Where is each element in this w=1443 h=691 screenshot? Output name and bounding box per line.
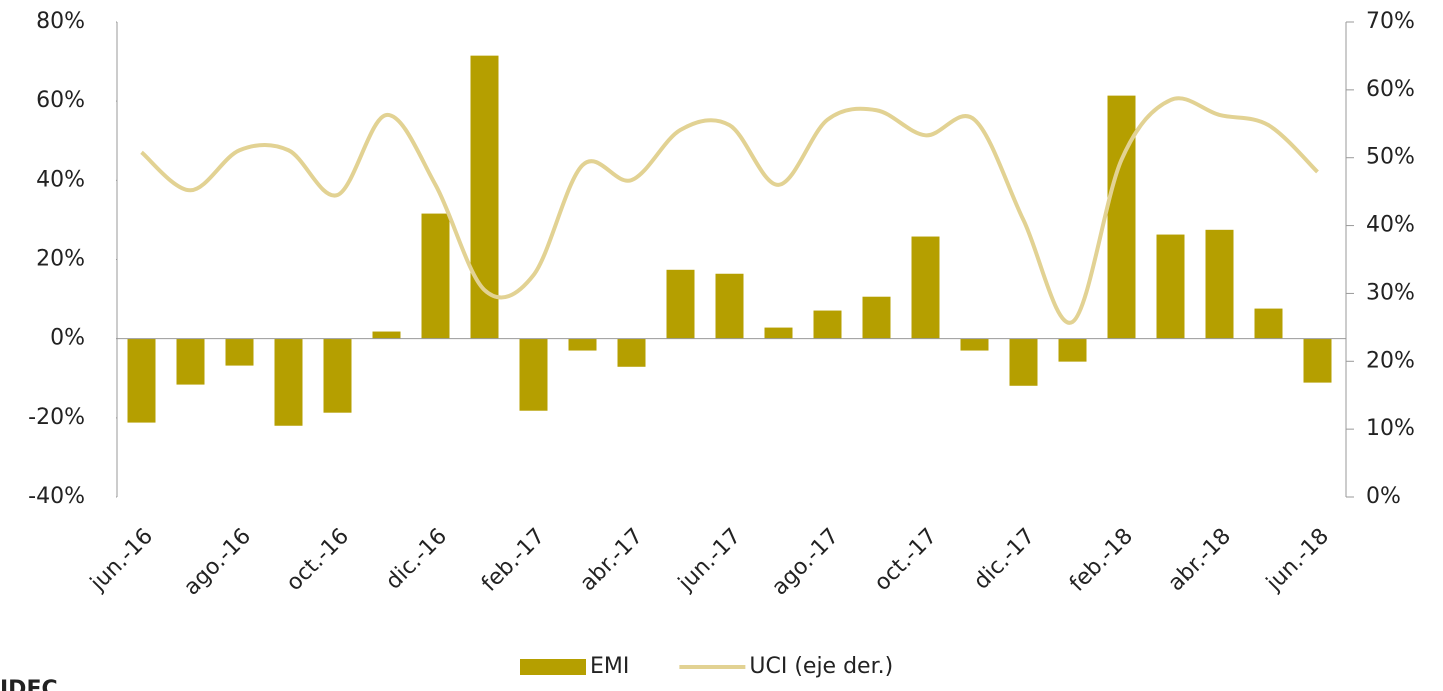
bar [372, 331, 401, 339]
bar [813, 310, 842, 339]
y2-tick-label: 10% [1366, 416, 1415, 441]
bar [519, 338, 548, 411]
bar [568, 338, 597, 351]
x-tick-label: oct.-17 [870, 524, 942, 596]
x-tick-label: abr.-18 [1164, 524, 1236, 596]
bar [1303, 338, 1332, 383]
bar [274, 338, 303, 426]
bar [666, 269, 695, 339]
y2-tick-label: 40% [1366, 213, 1415, 238]
source: IDEC [0, 677, 58, 691]
x-tick-label: dic.-17 [969, 524, 1040, 595]
bar [176, 338, 205, 385]
bar [323, 338, 352, 413]
bar [225, 338, 254, 366]
bar [1156, 234, 1185, 339]
x-tick-label: abr.-17 [576, 524, 648, 596]
y-tick-label: 0% [50, 326, 85, 351]
y2-tick-label: 20% [1366, 348, 1415, 373]
x-tick-label: jun.-16 [85, 524, 158, 597]
y-tick-label: -40% [28, 484, 85, 509]
x-tick-label: feb.-17 [477, 524, 550, 597]
y-tick-label: 60% [36, 88, 85, 113]
y-tick-label: 40% [36, 167, 85, 192]
bar [715, 273, 744, 339]
y2-tick-label: 70% [1366, 9, 1415, 34]
x-tick-label: jun.-18 [1261, 524, 1334, 597]
y-tick-label: 80% [36, 9, 85, 34]
bar [862, 296, 891, 339]
legend-swatch [520, 659, 586, 675]
x-tick-label: ago.-16 [179, 524, 256, 601]
bar [421, 213, 450, 339]
bar [1058, 338, 1087, 362]
bar [911, 236, 940, 339]
line [140, 96, 1319, 325]
bar [127, 338, 156, 423]
y-tick-label: -20% [28, 405, 85, 430]
bar [1254, 308, 1283, 339]
bar [1009, 338, 1038, 386]
y-tick-label: 20% [36, 247, 85, 272]
bar [1107, 95, 1136, 339]
x-tick-label: dic.-16 [381, 524, 452, 595]
y2-tick-label: 60% [1366, 77, 1415, 102]
x-tick-label: ago.-17 [767, 524, 844, 601]
legend-label: UCI (eje der.) [749, 654, 893, 679]
x-tick-label: jun.-17 [673, 524, 746, 597]
legend-label: EMI [590, 654, 629, 679]
bar [617, 338, 646, 367]
x-tick-label: oct.-16 [282, 524, 354, 596]
bar [764, 327, 793, 339]
bar [960, 338, 989, 351]
y2-tick-label: 50% [1366, 145, 1415, 170]
bar [1205, 229, 1234, 339]
y2-tick-label: 0% [1366, 484, 1401, 509]
x-tick-label: feb.-18 [1065, 524, 1138, 597]
y2-tick-label: 30% [1366, 280, 1415, 305]
